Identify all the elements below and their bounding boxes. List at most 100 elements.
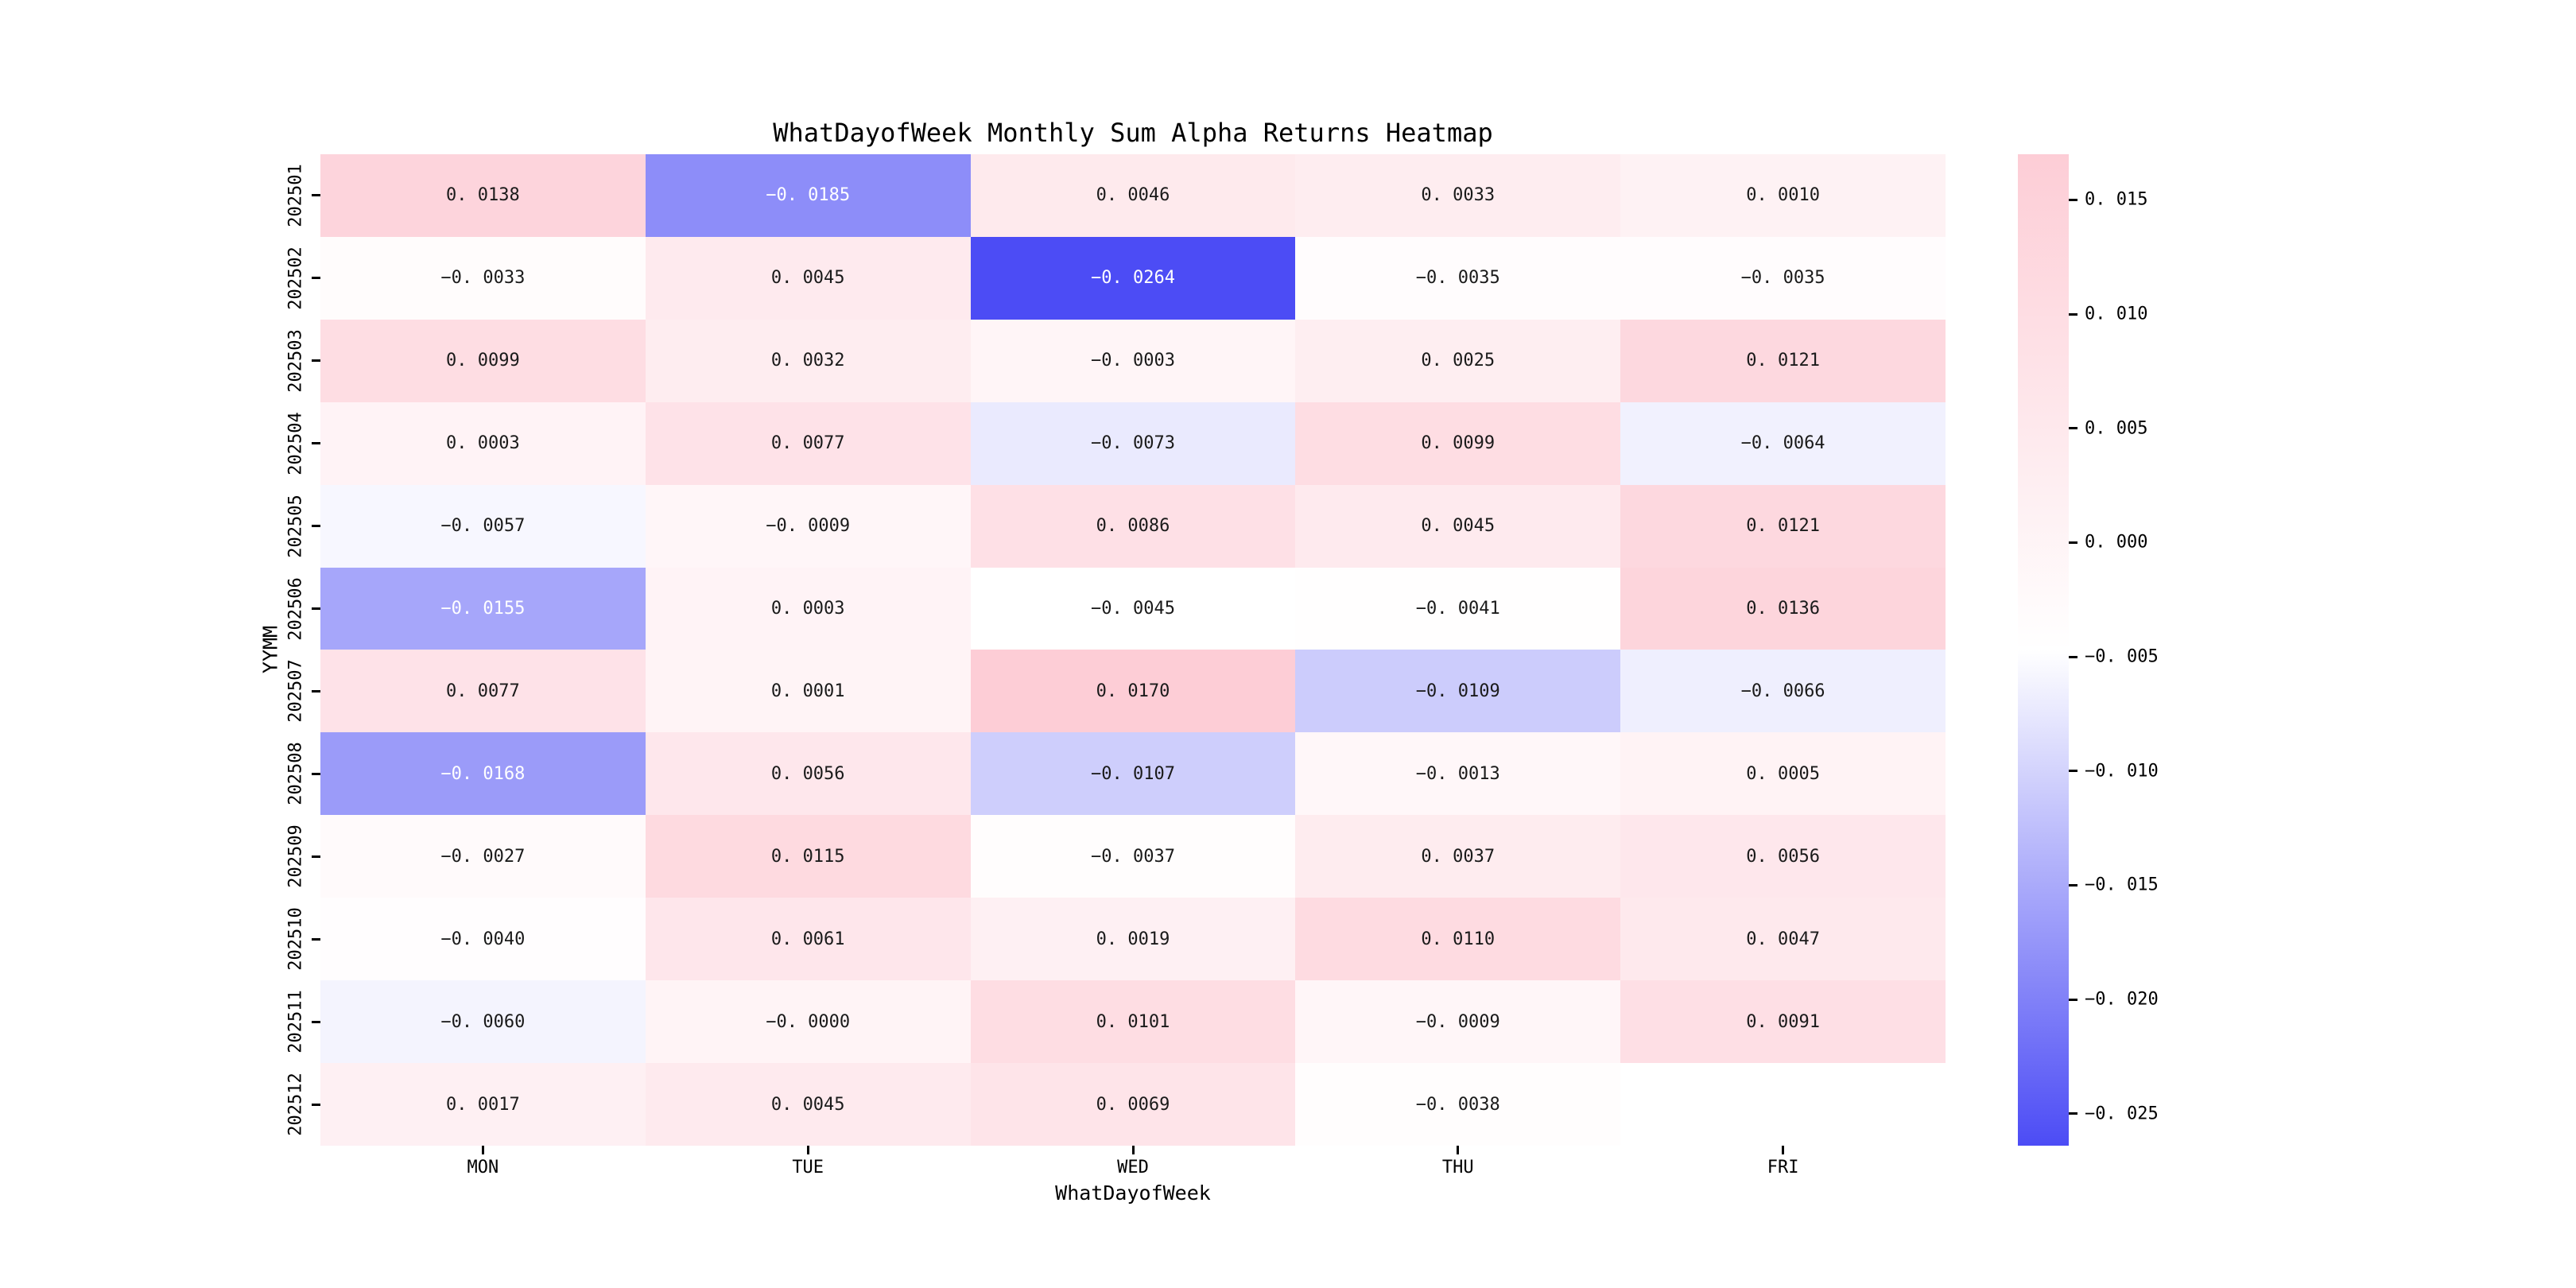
heatmap-cell: −0. 0035 xyxy=(1620,236,1946,320)
heatmap-cell: 0. 0019 xyxy=(970,898,1296,981)
heatmap-cell: 0. 0099 xyxy=(320,319,646,402)
tick-mark xyxy=(312,442,320,445)
y-tick-label: 202502 xyxy=(285,246,306,310)
x-tick-label: MON xyxy=(467,1158,499,1177)
heatmap-cell: −0. 0066 xyxy=(1620,650,1946,733)
colorbar-tick-label: −0. 020 xyxy=(2085,989,2159,1010)
colorbar-tick-label: 0. 010 xyxy=(2085,304,2148,324)
heatmap-cell: −0. 0013 xyxy=(1295,732,1621,816)
heatmap-cell: −0. 0060 xyxy=(320,980,646,1064)
heatmap-cell: −0. 0033 xyxy=(320,236,646,320)
heatmap-cell: 0. 0045 xyxy=(645,1063,971,1146)
tick-mark xyxy=(1782,1146,1785,1154)
heatmap-cell: −0. 0041 xyxy=(1295,567,1621,650)
heatmap-cell: 0. 0037 xyxy=(1295,815,1621,898)
heatmap-cell: −0. 0045 xyxy=(970,567,1296,650)
y-tick-label: 202508 xyxy=(285,742,306,806)
colorbar-tick-label: −0. 010 xyxy=(2085,761,2159,782)
heatmap-cell: 0. 0091 xyxy=(1620,980,1946,1064)
tick-mark xyxy=(806,1146,809,1154)
tick-mark xyxy=(2069,427,2077,430)
tick-mark xyxy=(1131,1146,1135,1154)
colorbar-tick-label: −0. 015 xyxy=(2085,875,2159,895)
heatmap-cell: 0. 0077 xyxy=(645,402,971,485)
tick-mark xyxy=(312,689,320,692)
heatmap-cell: 0. 0010 xyxy=(1620,154,1946,237)
tick-mark xyxy=(481,1146,484,1154)
tick-mark xyxy=(1457,1146,1460,1154)
heatmap-cell: 0. 0170 xyxy=(970,650,1296,733)
heatmap-cell: −0. 0003 xyxy=(970,319,1296,402)
heatmap-cell: 0. 0056 xyxy=(645,732,971,816)
heatmap-cell: 0. 0138 xyxy=(320,154,646,237)
tick-mark xyxy=(312,194,320,197)
heatmap-cell: 0. 0121 xyxy=(1620,319,1946,402)
heatmap-cell: −0. 0009 xyxy=(645,484,971,568)
heatmap-cell: −0. 0107 xyxy=(970,732,1296,816)
heatmap-cell: −0. 0038 xyxy=(1295,1063,1621,1146)
tick-mark xyxy=(2069,312,2077,316)
y-tick-label: 202507 xyxy=(285,659,306,724)
tick-mark xyxy=(2069,1112,2077,1115)
colorbar-tick-label: 0. 005 xyxy=(2085,418,2148,439)
heatmap-cell: −0. 0168 xyxy=(320,732,646,816)
y-axis-label: YYMM xyxy=(258,625,282,674)
heatmap-cell: 0. 0025 xyxy=(1295,319,1621,402)
heatmap-cell: −0. 0037 xyxy=(970,815,1296,898)
y-tick-label: 202505 xyxy=(285,494,306,558)
heatmap-cell xyxy=(1620,1063,1946,1146)
colorbar-tick-label: 0. 000 xyxy=(2085,532,2148,553)
colorbar-tick-label: 0. 015 xyxy=(2085,189,2148,210)
tick-mark xyxy=(312,1020,320,1023)
heatmap-cell: −0. 0057 xyxy=(320,484,646,568)
heatmap-cell: 0. 0121 xyxy=(1620,484,1946,568)
heatmap-cell: −0. 0000 xyxy=(645,980,971,1064)
colorbar xyxy=(2018,154,2069,1146)
y-tick-label: 202510 xyxy=(285,907,306,971)
tick-mark xyxy=(2069,998,2077,1001)
tick-mark xyxy=(312,277,320,280)
tick-mark xyxy=(2069,655,2077,658)
colorbar-tick-label: −0. 005 xyxy=(2085,646,2159,667)
chart-title: WhatDayofWeek Monthly Sum Alpha Returns … xyxy=(773,118,1493,148)
x-tick-label: FRI xyxy=(1767,1158,1799,1177)
heatmap-cell: −0. 0185 xyxy=(645,154,971,237)
heatmap-cell: 0. 0017 xyxy=(320,1063,646,1146)
x-tick-label: WED xyxy=(1117,1158,1149,1177)
heatmap-cell: −0. 0264 xyxy=(970,236,1296,320)
y-tick-label: 202511 xyxy=(285,990,306,1053)
tick-mark xyxy=(312,607,320,611)
heatmap-cell: 0. 0032 xyxy=(645,319,971,402)
heatmap-cell: −0. 0040 xyxy=(320,898,646,981)
y-tick-label: 202501 xyxy=(285,164,306,227)
x-tick-label: TUE xyxy=(792,1158,824,1177)
heatmap-cell: −0. 0109 xyxy=(1295,650,1621,733)
heatmap-cell: −0. 0064 xyxy=(1620,402,1946,485)
heatmap-cell: −0. 0027 xyxy=(320,815,646,898)
heatmap-cell: 0. 0045 xyxy=(1295,484,1621,568)
heatmap-cell: 0. 0077 xyxy=(320,650,646,733)
heatmap-cell: 0. 0003 xyxy=(320,402,646,485)
x-tick-label: THU xyxy=(1441,1158,1474,1177)
y-tick-label: 202504 xyxy=(285,411,306,475)
heatmap-cell: 0. 0115 xyxy=(645,815,971,898)
heatmap-cell: −0. 0073 xyxy=(970,402,1296,485)
heatmap-cell: 0. 0110 xyxy=(1295,898,1621,981)
heatmap-cell: 0. 0046 xyxy=(970,154,1296,237)
tick-mark xyxy=(2069,541,2077,544)
y-tick-label: 202506 xyxy=(285,576,306,641)
tick-mark xyxy=(312,525,320,528)
heatmap-cell: 0. 0056 xyxy=(1620,815,1946,898)
heatmap-cell: −0. 0009 xyxy=(1295,980,1621,1064)
tick-mark xyxy=(312,1103,320,1106)
heatmap-cell: 0. 0099 xyxy=(1295,402,1621,485)
heatmap-cell: 0. 0101 xyxy=(970,980,1296,1064)
tick-mark xyxy=(312,937,320,941)
tick-mark xyxy=(312,855,320,858)
tick-mark xyxy=(312,772,320,775)
heatmap-grid: 0. 0138 −0. 0185 0. 0046 0. 0033 0. 0010 −0. … xyxy=(320,154,1946,1146)
heatmap-cell: 0. 0001 xyxy=(645,650,971,733)
colorbar-tick-label: −0. 025 xyxy=(2085,1104,2159,1124)
heatmap-cell: 0. 0136 xyxy=(1620,567,1946,650)
